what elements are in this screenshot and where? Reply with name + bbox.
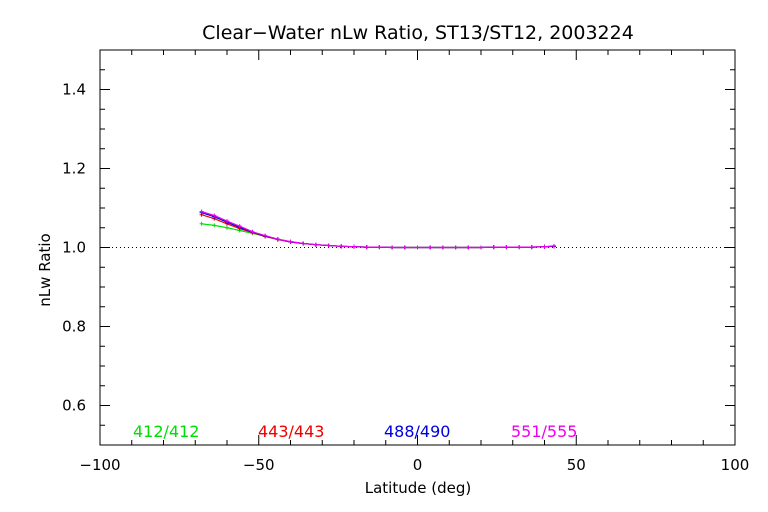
legend-label-412-412: 412/412 [133, 422, 199, 441]
data-point [263, 233, 268, 238]
data-point [199, 209, 204, 214]
x-tick-label: 50 [567, 456, 586, 474]
chart-title: Clear−Water nLw Ratio, ST13/ST12, 200322… [202, 22, 634, 44]
data-point [313, 242, 318, 247]
data-point [542, 244, 547, 249]
data-point [390, 245, 395, 250]
data-point [199, 221, 204, 226]
y-tick-label: 0.6 [62, 397, 86, 415]
data-point [288, 239, 293, 244]
data-point [491, 245, 496, 250]
x-axis-label: Latitude (deg) [365, 479, 471, 497]
data-point [552, 243, 557, 248]
data-point [415, 245, 420, 250]
data-point [250, 229, 255, 234]
y-axis-label: nLw Ratio [36, 233, 54, 306]
data-point [504, 245, 509, 250]
data-point [466, 245, 471, 250]
data-point [237, 224, 242, 229]
data-point [440, 245, 445, 250]
x-tick-label: −100 [79, 456, 120, 474]
data-point [212, 213, 217, 218]
legend-label-488-490: 488/490 [384, 422, 450, 441]
data-point [402, 245, 407, 250]
plot-area: −100 −50 0 50 100 0.6 0.8 1.0 1.2 1.4 412/412 443/4… [62, 49, 750, 474]
legend-label-443-443: 443/443 [258, 422, 324, 441]
y-tick-label: 0.8 [62, 318, 86, 336]
data-point [326, 243, 331, 248]
data-point [339, 244, 344, 249]
data-point [364, 245, 369, 250]
data-point [212, 223, 217, 228]
data-point [225, 219, 229, 224]
data-point [225, 225, 229, 230]
data-point [377, 245, 382, 250]
data-point [529, 245, 534, 250]
series-551-555 [199, 209, 557, 250]
y-tick-label: 1.0 [62, 239, 86, 257]
data-point [453, 245, 458, 250]
x-tick-label: 0 [413, 456, 423, 474]
x-tick-label: 100 [721, 456, 750, 474]
legend-label-551-555: 551/555 [511, 422, 577, 441]
data-point [428, 245, 433, 250]
data-point [517, 245, 522, 250]
data-point [479, 245, 483, 250]
data-point [352, 244, 356, 249]
x-tick-label: −50 [243, 456, 275, 474]
y-tick-label: 1.4 [62, 81, 86, 99]
data-point [301, 241, 306, 246]
y-tick-label: 1.2 [62, 160, 86, 178]
data-point [275, 237, 280, 242]
